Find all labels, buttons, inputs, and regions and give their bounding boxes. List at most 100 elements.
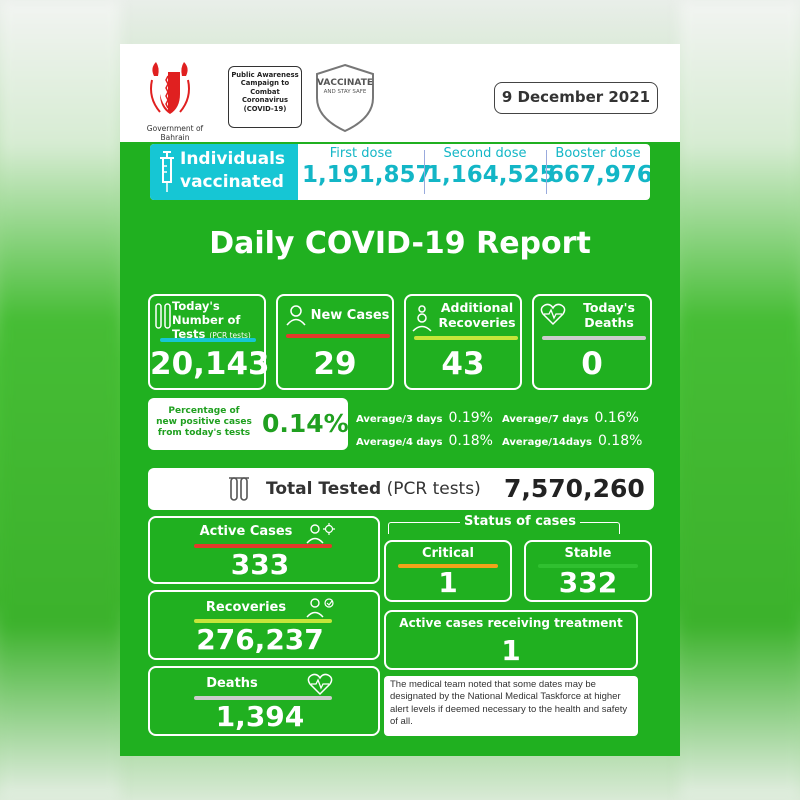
shield-subtitle: AND STAY SAFE xyxy=(323,89,367,95)
stable-underline xyxy=(538,564,638,568)
positivity-label-1: Percentage of xyxy=(168,406,240,416)
tests-underline xyxy=(160,338,256,342)
government-label: Government of Bahrain xyxy=(146,124,204,142)
recoveries-label-1: Additional xyxy=(440,300,514,315)
deaths-underline xyxy=(542,336,646,340)
active-cases-card: Active Cases 333 xyxy=(148,516,380,584)
total-deaths-card: Deaths 1,394 xyxy=(148,666,380,736)
report-date: 9 December 2021 xyxy=(494,82,658,114)
tests-label-text: Today's Number of Tests xyxy=(172,299,241,341)
second-dose: Second dose 1,164,525 xyxy=(426,146,556,188)
virus-person-icon xyxy=(306,523,335,544)
average-7-days: Average/7 days 0.16% xyxy=(502,407,639,426)
vaccinated-label-box: Individuals vaccinated xyxy=(150,144,298,200)
total-deaths-underline xyxy=(194,696,332,700)
stable-card: Stable 332 xyxy=(524,540,652,602)
deaths-label: Today's Deaths xyxy=(568,300,650,330)
stable-label: Stable xyxy=(564,546,612,561)
test-tubes-icon xyxy=(229,477,249,501)
average-label: Average/7 days xyxy=(502,414,589,425)
total-deaths-value: 1,394 xyxy=(215,700,305,733)
person-icon xyxy=(286,305,306,326)
average-label: Average/14days xyxy=(502,437,592,448)
booster-dose-label: Booster dose xyxy=(555,146,641,161)
treatment-card: Active cases receiving treatment 1 xyxy=(384,610,638,670)
deaths-label-1: Today's xyxy=(583,300,635,315)
shield-icon xyxy=(316,63,374,133)
status-title: Status of cases xyxy=(460,514,580,529)
vaccinated-label-line2: vaccinated xyxy=(180,172,284,192)
report-poster: Government of Bahrain Public Awareness C… xyxy=(120,44,680,756)
positivity-box: Percentage of new positive cases from to… xyxy=(148,398,349,450)
treatment-value: 1 xyxy=(501,634,521,667)
tests-card: Today's Number of Tests (PCR tests) 20,1… xyxy=(148,294,270,390)
dose-divider xyxy=(546,150,547,194)
deaths-label-2: Deaths xyxy=(584,315,634,330)
average-label: Average/4 days xyxy=(356,437,443,448)
recoveries-card: Additional Recoveries 43 xyxy=(404,294,522,390)
recoveries-underline xyxy=(414,336,518,340)
heart-pulse-icon xyxy=(307,673,333,696)
critical-underline xyxy=(398,564,498,568)
active-cases-value: 333 xyxy=(230,548,290,581)
dose-divider xyxy=(424,150,425,194)
new-cases-card: New Cases 29 xyxy=(276,294,394,390)
campaign-badge: Public Awareness Campaign to Combat Coro… xyxy=(228,66,302,128)
booster-dose: Booster dose 667,976 xyxy=(548,146,650,188)
total-tested-sub: (PCR tests) xyxy=(386,479,481,499)
test-tubes-icon xyxy=(155,303,171,329)
tests-value: 20,143 xyxy=(150,346,270,382)
average-14-days: Average/14days 0.18% xyxy=(502,430,642,449)
booster-dose-value: 667,976 xyxy=(548,162,650,188)
positivity-value: 0.14% xyxy=(262,409,349,438)
background-blur-right xyxy=(680,0,800,800)
critical-label: Critical xyxy=(421,546,474,561)
average-value: 0.18% xyxy=(448,433,493,449)
stable-value: 332 xyxy=(558,566,618,599)
average-4-days: Average/4 days 0.18% xyxy=(356,430,493,449)
first-dose-value: 1,191,857 xyxy=(302,162,432,188)
heart-pulse-icon xyxy=(540,303,566,326)
medical-note: The medical team noted that some dates m… xyxy=(384,676,638,736)
new-cases-label: New Cases xyxy=(310,308,390,323)
report-title: Daily COVID-19 Report xyxy=(209,226,591,261)
vaccinate-shield-text: VACCINATE AND STAY SAFE xyxy=(312,78,378,95)
second-dose-label: Second dose xyxy=(443,146,527,161)
tests-label-sub: (PCR tests) xyxy=(209,330,251,340)
vaccination-bar: Individuals vaccinated First dose 1,191,… xyxy=(150,144,650,200)
total-deaths-label: Deaths xyxy=(206,676,258,691)
vaccinated-label-line1: Individuals xyxy=(180,149,286,169)
total-tested-title: Total Tested xyxy=(266,479,382,499)
total-recoveries-value: 276,237 xyxy=(196,623,324,656)
recoveries-label-2: Recoveries xyxy=(438,315,516,330)
deaths-value: 0 xyxy=(581,346,603,382)
active-cases-underline xyxy=(194,544,332,548)
total-tested-value: 7,570,260 xyxy=(504,474,645,503)
syringe-icon xyxy=(160,151,174,192)
first-dose-label: First dose xyxy=(329,146,393,161)
background-blur-left xyxy=(0,0,120,800)
deaths-card: Today's Deaths 0 xyxy=(532,294,652,390)
shield-title: VACCINATE xyxy=(317,78,373,88)
bahrain-crest-icon xyxy=(150,62,190,114)
total-recoveries-underline xyxy=(194,619,332,623)
critical-card: Critical 1 xyxy=(384,540,512,602)
average-value: 0.18% xyxy=(597,433,643,449)
total-tested-bar: Total Tested (PCR tests) 7,570,260 xyxy=(148,468,654,510)
average-label: Average/3 days xyxy=(356,414,443,425)
first-dose: First dose 1,191,857 xyxy=(302,146,432,188)
average-value: 0.19% xyxy=(448,410,493,426)
total-tested-label: Total Tested (PCR tests) xyxy=(266,479,481,499)
recoveries-label: Additional Recoveries xyxy=(432,300,522,330)
average-3-days: Average/3 days 0.19% xyxy=(356,407,493,426)
recovered-person-icon xyxy=(306,598,334,618)
tests-label: Today's Number of Tests (PCR tests) xyxy=(172,299,268,341)
recovered-person-icon xyxy=(412,305,432,332)
total-recoveries-label: Recoveries xyxy=(205,600,287,615)
second-dose-value: 1,164,525 xyxy=(426,162,556,188)
new-cases-underline xyxy=(286,334,390,338)
critical-value: 1 xyxy=(438,566,458,599)
new-cases-value: 29 xyxy=(313,346,357,382)
header: Government of Bahrain Public Awareness C… xyxy=(120,44,680,142)
treatment-label: Active cases receiving treatment xyxy=(399,616,623,630)
